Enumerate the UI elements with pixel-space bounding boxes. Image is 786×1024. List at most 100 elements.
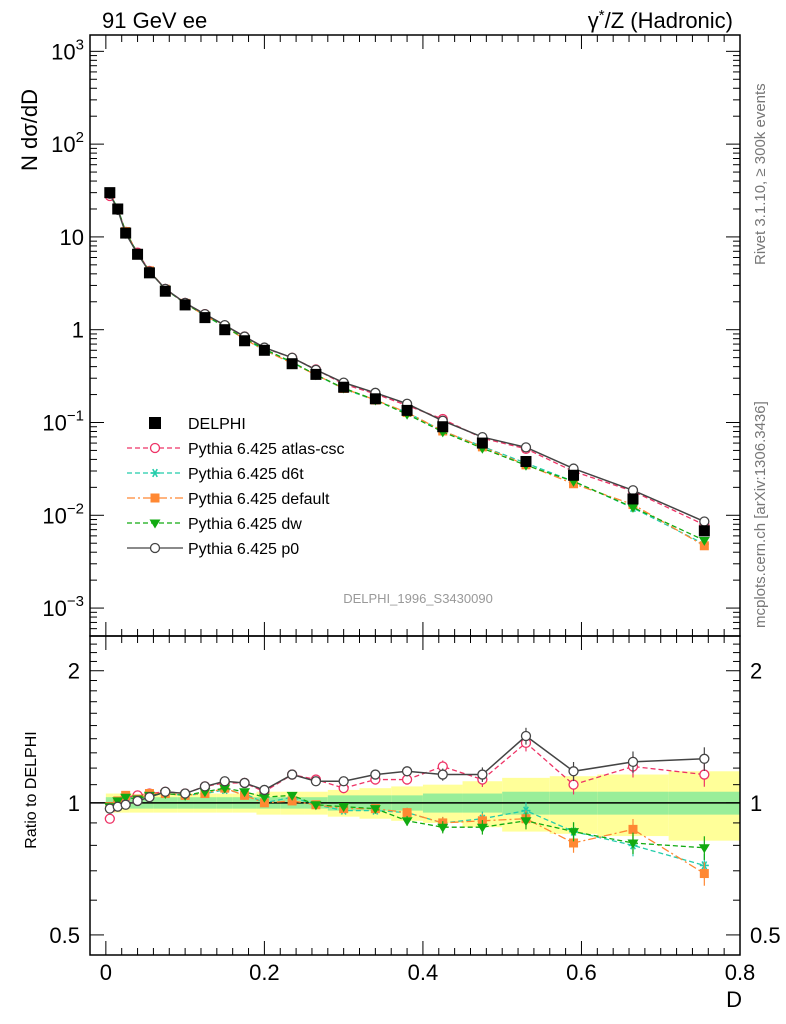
series-point-ratio-3 — [627, 839, 639, 849]
data-point — [476, 437, 488, 449]
series-point-ratio-3 — [219, 784, 231, 794]
x-tick-label: 0.2 — [249, 960, 280, 985]
series-point-ratio-2 — [287, 796, 297, 806]
data-point — [568, 469, 580, 481]
legend: DELPHI Pythia 6.425 atlas-csc Pythia 6.425… — [127, 416, 345, 558]
data-point — [143, 267, 155, 279]
series-point-main-4 — [520, 442, 532, 453]
x-tick-label: 0.8 — [725, 960, 756, 985]
series-line-ratio-1 — [109, 789, 705, 867]
series-point-ratio-3 — [698, 844, 710, 854]
side-text-bottom: mcplots.cern.ch [arXiv:1306.3436] — [752, 401, 769, 628]
series-point-ratio-0 — [104, 813, 115, 824]
x-axis-label: D — [726, 987, 742, 1012]
side-text-top: Rivet 3.1.10, ≥ 300k events — [752, 83, 769, 265]
series-point-ratio-3 — [401, 817, 413, 827]
x-tick-label: 0.4 — [408, 960, 439, 985]
series-point-ratio-2 — [628, 824, 638, 834]
y-tick-label: 10−1 — [42, 407, 84, 435]
ratio-tick-label-right: 2 — [750, 659, 762, 684]
series-point-ratio-4 — [338, 776, 349, 787]
legend-label: Pythia 6.425 d6t — [188, 466, 304, 483]
ratio-tick-label: 0.5 — [49, 923, 80, 948]
data-point — [627, 493, 639, 505]
y-tick-label: 10 — [60, 225, 84, 250]
series-point-main-4 — [627, 485, 639, 496]
series-point-ratio-4 — [132, 795, 143, 807]
data-point — [520, 455, 532, 467]
ratio-plot-area — [104, 727, 710, 886]
legend-label: Pythia 6.425 default — [188, 491, 330, 508]
series-point-ratio-2 — [259, 798, 269, 808]
legend-marker — [149, 519, 161, 529]
series-point-ratio-4 — [437, 769, 448, 780]
series-point-ratio-3 — [520, 817, 532, 827]
data-point — [199, 312, 211, 324]
star-stroke — [152, 468, 158, 478]
series-point-ratio-4 — [477, 769, 488, 780]
y-tick-label: 10−2 — [42, 500, 84, 528]
data-point — [132, 248, 144, 260]
series-point-ratio-4 — [568, 766, 579, 777]
series-point-ratio-3 — [258, 793, 270, 803]
data-point — [258, 344, 270, 356]
series-point-ratio-3 — [568, 828, 580, 838]
series-point-ratio-3 — [120, 793, 132, 803]
data-point — [120, 227, 132, 239]
series-point-ratio-3 — [286, 791, 298, 801]
legend-marker — [150, 468, 160, 478]
series-point-ratio-4 — [310, 776, 322, 787]
series-point-ratio-2 — [699, 869, 709, 879]
series-point-main-4 — [699, 516, 710, 527]
data-point — [310, 368, 322, 380]
legend-label: Pythia 6.425 dw — [188, 516, 302, 533]
series-point-ratio-3 — [338, 803, 350, 813]
watermark: DELPHI_1996_S3430090 — [343, 591, 493, 606]
ratio-tick-label: 1 — [68, 791, 80, 816]
series-line-main-3 — [109, 193, 705, 541]
y-axis-label-ratio: Ratio to DELPHI — [23, 731, 40, 848]
main-plot-area — [104, 187, 710, 551]
series-point-ratio-4 — [144, 792, 155, 803]
series-point-ratio-4 — [160, 786, 171, 797]
series-point-ratio-4 — [199, 781, 211, 792]
ratio-tick-label-right: 0.5 — [750, 923, 781, 948]
series-point-ratio-4 — [520, 730, 532, 742]
ratio-frame — [89, 635, 741, 956]
series-point-ratio-3 — [239, 788, 251, 798]
data-point — [239, 335, 251, 347]
series-point-ratio-4 — [627, 756, 639, 767]
legend-marker — [150, 493, 160, 503]
x-tick-label: 0.6 — [566, 960, 597, 985]
header-left: 91 GeV ee — [102, 8, 207, 33]
legend-marker-delphi — [149, 417, 161, 429]
legend-label: DELPHI — [188, 416, 246, 433]
series-point-ratio-4 — [120, 799, 131, 810]
y-tick-label: 10−3 — [42, 593, 84, 621]
data-point — [219, 324, 231, 336]
legend-label: Pythia 6.425 p0 — [188, 541, 299, 558]
series-point-ratio-4 — [179, 788, 191, 799]
data-point — [338, 381, 350, 393]
legend-label: Pythia 6.425 atlas-csc — [188, 441, 345, 458]
series-point-ratio-3 — [437, 823, 449, 833]
series-line-main-4 — [109, 193, 705, 523]
data-point — [159, 285, 171, 297]
y-tick-label: 1 — [72, 318, 84, 343]
data-point — [369, 393, 381, 405]
series-point-main-3 — [627, 503, 639, 513]
series-point-ratio-0 — [568, 779, 579, 790]
data-point — [698, 525, 710, 537]
data-point — [401, 404, 413, 416]
y-axis-label-main: N dσ/dD — [17, 89, 42, 171]
legend-marker — [149, 542, 161, 554]
series-point-ratio-0 — [699, 769, 710, 780]
x-tick-label: 0 — [100, 960, 112, 985]
ratio-axes: 0 0.2 0.4 0.6 0.8 2 2 1 1 0.5 0.5 — [49, 622, 781, 985]
series-point-ratio-3 — [369, 805, 381, 815]
ratio-tick-label-right: 1 — [750, 791, 762, 816]
legend-marker — [149, 442, 161, 454]
series-point-main-3 — [698, 536, 710, 546]
